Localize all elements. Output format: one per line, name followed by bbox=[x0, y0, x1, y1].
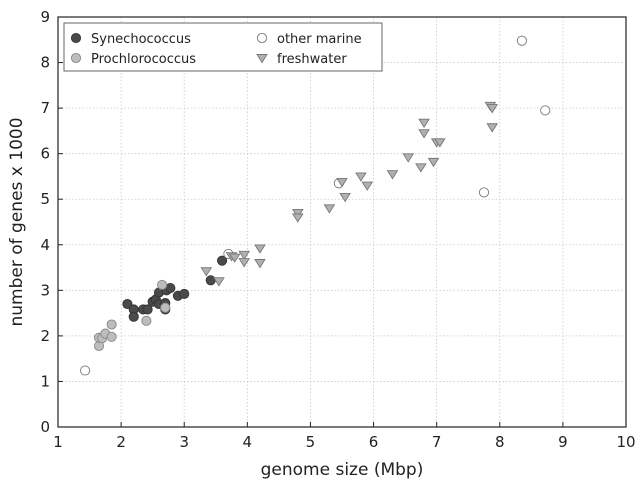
y-tick-label: 7 bbox=[40, 99, 50, 117]
grid bbox=[58, 17, 626, 427]
data-point bbox=[292, 208, 304, 219]
data-point bbox=[418, 129, 430, 139]
series-freshwater bbox=[200, 101, 499, 287]
data-point bbox=[122, 298, 133, 310]
data-point bbox=[217, 255, 228, 266]
data-point bbox=[355, 172, 367, 182]
plot-area bbox=[57, 16, 627, 428]
y-tick-label: 3 bbox=[40, 281, 50, 299]
data-point bbox=[478, 187, 490, 198]
data-points bbox=[80, 35, 551, 376]
data-point bbox=[128, 311, 139, 322]
x-tick-label: 3 bbox=[179, 433, 189, 451]
y-tick-label: 0 bbox=[40, 418, 50, 436]
data-point bbox=[106, 319, 117, 330]
data-point bbox=[238, 250, 250, 261]
data-point bbox=[336, 177, 348, 188]
data-point bbox=[254, 259, 266, 269]
legend-label: other marine bbox=[277, 32, 362, 47]
x-tick-label: 10 bbox=[616, 433, 635, 451]
x-tick-label: 4 bbox=[243, 433, 253, 451]
data-point bbox=[141, 315, 152, 326]
legend-label: Prochlorococcus bbox=[91, 52, 196, 67]
legend-marker bbox=[70, 32, 82, 44]
data-point bbox=[179, 288, 190, 300]
y-tick-label: 2 bbox=[40, 327, 50, 345]
legend-marker bbox=[70, 52, 82, 64]
data-point bbox=[386, 170, 399, 180]
data-point bbox=[361, 181, 374, 191]
data-point bbox=[254, 244, 266, 254]
y-tick-label: 8 bbox=[40, 54, 50, 72]
x-tick-label: 6 bbox=[369, 433, 379, 451]
data-point bbox=[402, 153, 415, 163]
data-point bbox=[205, 275, 216, 286]
y-tick-label: 6 bbox=[40, 145, 50, 163]
data-point bbox=[142, 304, 153, 315]
series-other-marine bbox=[80, 35, 551, 376]
data-point bbox=[540, 105, 551, 116]
y-tick-label: 9 bbox=[40, 8, 50, 26]
series-synechococcus bbox=[122, 255, 228, 322]
data-point bbox=[80, 365, 91, 376]
x-axis-label: genome size (Mbp) bbox=[261, 460, 424, 480]
data-point bbox=[200, 267, 213, 277]
data-point bbox=[418, 118, 430, 129]
data-point bbox=[157, 279, 168, 290]
data-point bbox=[292, 213, 304, 223]
legend-box bbox=[63, 22, 383, 72]
data-point bbox=[106, 331, 117, 342]
data-point bbox=[228, 253, 241, 263]
x-tick-label: 5 bbox=[306, 433, 316, 451]
data-point bbox=[434, 138, 446, 148]
legend: Synechococcus Prochlorococcus other marine… bbox=[63, 22, 383, 72]
data-point bbox=[213, 277, 225, 287]
y-tick-label: 1 bbox=[40, 372, 50, 390]
data-point bbox=[323, 204, 336, 214]
x-tick-label: 8 bbox=[495, 433, 505, 451]
data-point bbox=[516, 35, 527, 46]
data-point bbox=[415, 163, 427, 173]
y-tick-label: 4 bbox=[40, 236, 50, 254]
data-point bbox=[486, 123, 499, 133]
data-point bbox=[160, 302, 171, 313]
x-tick-label: 1 bbox=[53, 433, 63, 451]
x-tick-label: 9 bbox=[558, 433, 568, 451]
legend-marker bbox=[256, 54, 268, 64]
data-point bbox=[427, 157, 440, 168]
data-point bbox=[339, 192, 351, 203]
data-point bbox=[486, 104, 499, 114]
y-tick-label: 5 bbox=[40, 190, 50, 208]
series-prochlorococcus bbox=[93, 279, 171, 351]
legend-label: freshwater bbox=[277, 52, 347, 67]
data-point bbox=[238, 258, 250, 268]
x-tick-label: 2 bbox=[116, 433, 126, 451]
y-axis-label: number of genes x 1000 bbox=[7, 117, 27, 326]
legend-marker bbox=[256, 32, 268, 44]
legend-label: Synechococcus bbox=[91, 32, 191, 47]
x-tick-label: 7 bbox=[432, 433, 442, 451]
